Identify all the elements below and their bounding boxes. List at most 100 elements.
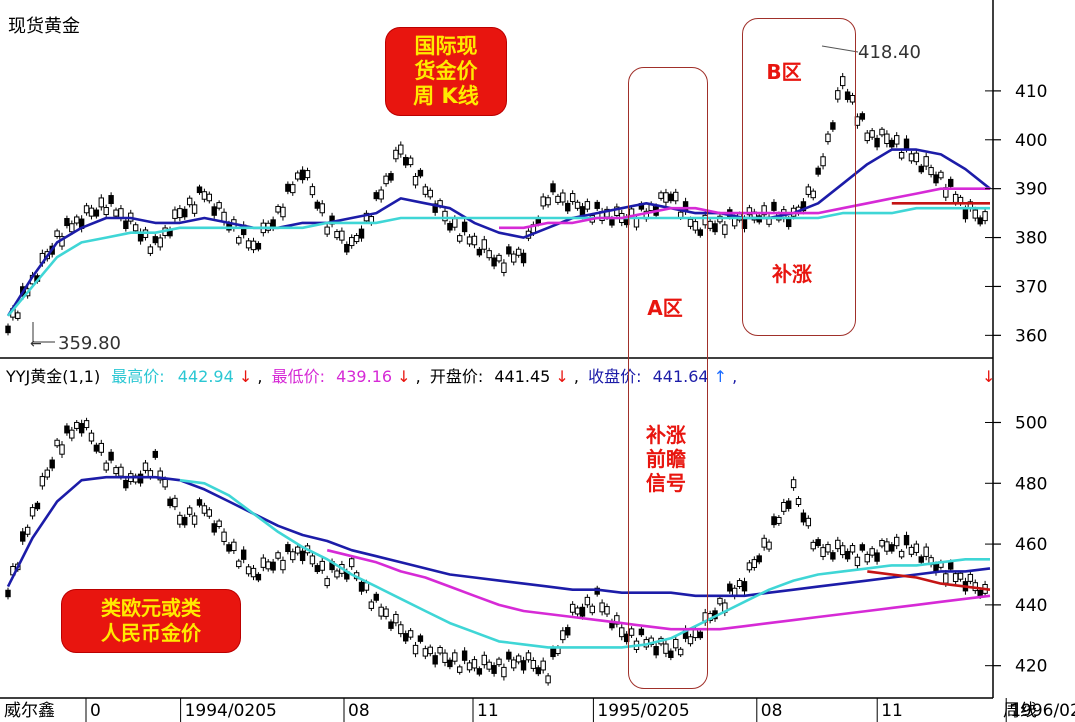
candle-body <box>511 659 517 669</box>
candle-body <box>727 583 733 592</box>
high-marker-value: 418.40 <box>858 42 921 63</box>
candle-body <box>781 501 787 512</box>
candle-body <box>398 144 404 155</box>
candle-body <box>334 570 340 578</box>
candle-body <box>589 605 595 614</box>
ma-line-4 <box>867 570 991 591</box>
candle-body <box>785 500 792 509</box>
candle-body <box>285 544 291 552</box>
candle-body <box>594 201 600 209</box>
candle-body <box>422 648 429 657</box>
candle-body <box>599 602 605 613</box>
candle-body <box>304 170 311 179</box>
candle-body <box>142 462 149 471</box>
candle-body <box>619 627 625 638</box>
y-tick-label: 400 <box>1015 131 1047 151</box>
candle-body <box>761 537 767 548</box>
candle-body <box>835 539 841 550</box>
candle-body <box>383 175 389 185</box>
candle-body <box>918 165 924 173</box>
candle-body <box>44 469 50 478</box>
candle-body <box>280 559 286 571</box>
candle-body <box>795 498 802 506</box>
candle-body <box>638 628 645 636</box>
candle-body <box>849 545 856 553</box>
candle-body <box>830 122 836 130</box>
candle-body <box>869 130 875 138</box>
candle-body <box>884 541 890 552</box>
candle-body <box>196 499 203 506</box>
candle-body <box>844 550 851 560</box>
candle-body <box>972 209 978 219</box>
candle-body <box>353 235 360 243</box>
candle-body <box>422 186 429 195</box>
candle-body <box>491 665 497 674</box>
candle-body <box>211 523 217 533</box>
candle-body <box>177 514 183 525</box>
annotation-box-top: 国际现 货金价 周 K线 <box>386 28 506 115</box>
ma-line-2 <box>179 478 990 649</box>
candle-body <box>378 189 384 200</box>
candle-body <box>766 541 772 550</box>
candle-body <box>236 237 242 244</box>
ma-line-3 <box>499 187 990 230</box>
candle-body <box>884 133 890 145</box>
candle-body <box>152 450 159 458</box>
top-panel-title: 现货黄金 <box>8 16 80 37</box>
candle-body <box>874 137 880 148</box>
candle-body <box>412 644 419 655</box>
low-marker-arrow: ← <box>30 336 42 352</box>
candle-body <box>952 193 959 203</box>
candle-body <box>908 153 915 162</box>
candle-body <box>461 650 468 661</box>
region-b-box <box>742 18 856 336</box>
candle-body <box>309 186 316 196</box>
svg-text:YYJ黄金(1,1) 最高价:: YYJ黄金(1,1) 最高价: 442.94 ↓ , 最低价: 439.16 ↓… <box>5 367 737 386</box>
candle-body <box>88 207 95 217</box>
signal-line-1: 补涨 <box>646 423 686 447</box>
candle-body <box>15 312 21 319</box>
candle-body <box>707 220 713 229</box>
candle-body <box>948 561 954 570</box>
x-tick-label: 0 <box>90 701 101 721</box>
candle-body <box>412 175 419 186</box>
candle-body <box>59 444 65 455</box>
candle-body <box>118 208 124 219</box>
candle-body <box>182 208 188 218</box>
candle-body <box>78 423 85 434</box>
candle-body <box>64 218 70 227</box>
candle-body <box>103 207 109 216</box>
candle-body <box>540 660 546 671</box>
candle-body <box>889 139 895 148</box>
candle-body <box>314 565 321 573</box>
candle-body <box>756 555 762 563</box>
candle-body <box>432 655 438 665</box>
candle-body <box>123 479 129 489</box>
candle-body <box>545 197 551 206</box>
candle-body <box>771 516 777 526</box>
candle-body <box>717 597 723 605</box>
candle-body <box>255 242 262 250</box>
candle-body <box>250 240 257 251</box>
y-tick-label: 370 <box>1015 277 1047 297</box>
candle-body <box>938 171 944 179</box>
low-value: 439.16 <box>336 367 392 386</box>
candle-body <box>447 659 453 668</box>
candle-body <box>520 252 527 264</box>
candle-body <box>820 547 826 557</box>
candle-body <box>565 202 571 212</box>
candle-body <box>196 186 203 194</box>
candle-body <box>859 544 866 551</box>
candle-body <box>211 206 217 216</box>
candle-body <box>913 152 920 163</box>
candle-body <box>569 193 576 203</box>
candle-body <box>216 520 222 528</box>
ma-line-1 <box>6 148 991 317</box>
candle-body <box>407 630 414 638</box>
candle-body <box>417 169 424 177</box>
candle-body <box>574 201 581 209</box>
high-arrow: ↓ <box>239 367 252 386</box>
candle-body <box>550 648 556 658</box>
candle-body <box>962 208 969 220</box>
